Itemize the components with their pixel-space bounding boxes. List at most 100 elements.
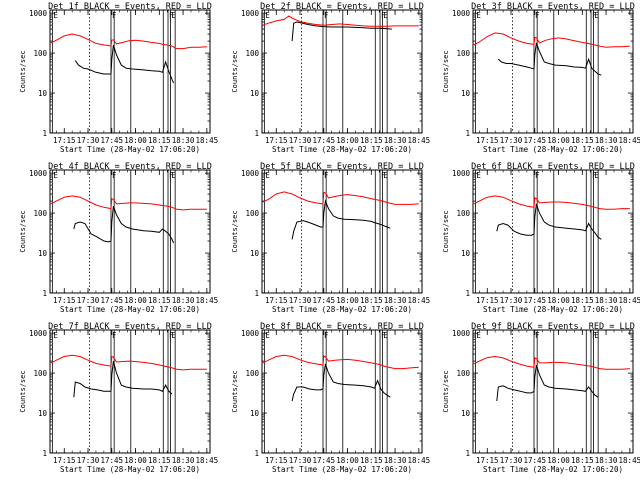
flag-label: E (383, 11, 388, 20)
y-axis-title: Counts/sec (231, 210, 239, 252)
plot-frame (49, 169, 211, 294)
plot-frame (261, 329, 423, 454)
y-tick-label: 10 (461, 89, 471, 98)
flag-label: F (535, 11, 540, 20)
x-tick-label: 17:45 (100, 456, 123, 465)
x-tick-label: 18:30 (384, 456, 407, 465)
events-series-line (291, 199, 391, 240)
x-tick-label: 18:00 (124, 296, 147, 305)
y-tick-label: 10 (38, 89, 48, 98)
flag-label: E (594, 171, 599, 180)
y-tick-label: 100 (456, 369, 470, 378)
x-axis-title: Start Time (28-May-02 17:06:20) (272, 305, 412, 314)
flag-label: E (476, 331, 481, 340)
plot-frame (472, 329, 634, 454)
y-tick-label: 1000 (452, 329, 471, 338)
flag-label: F (535, 331, 540, 340)
x-tick-label: 17:30 (77, 136, 100, 145)
lld-series-line (473, 32, 630, 48)
plot-frame (261, 9, 423, 134)
y-tick-label: 10 (250, 409, 260, 418)
y-axis-title: Counts/sec (442, 50, 450, 92)
flag-label: E (476, 11, 481, 20)
events-series-line (73, 205, 175, 244)
x-axis-title: Start Time (28-May-02 17:06:20) (483, 465, 623, 474)
y-tick-label: 10 (250, 249, 260, 258)
flag-label: E (265, 331, 270, 340)
events-series-line (496, 203, 602, 240)
x-tick-label: 18:15 (360, 456, 383, 465)
flag-label: E (265, 11, 270, 20)
y-tick-label: 100 (245, 209, 259, 218)
x-tick-label: 17:30 (500, 296, 523, 305)
y-tick-label: 1 (465, 449, 470, 458)
flag-label: F (112, 11, 117, 20)
lld-series-line (473, 355, 630, 370)
events-series-line (291, 21, 392, 42)
flag-label: F (592, 331, 597, 340)
y-tick-label: 1000 (241, 329, 260, 338)
x-tick-label: 17:45 (523, 296, 546, 305)
lld-series-line (50, 33, 207, 50)
flag-label: E (53, 331, 58, 340)
panel-title: Det 6f BLACK = Events, RED = LLD (471, 162, 635, 172)
x-axis-title: Start Time (28-May-02 17:06:20) (60, 145, 200, 154)
panel-det-1: Det 1f BLACK = Events, RED = LLD 1 10 100 10… (19, 2, 218, 154)
x-tick-label: 18:00 (124, 456, 147, 465)
flag-label: F (112, 171, 117, 180)
flag-label: E (171, 11, 176, 20)
plot-frame (49, 329, 211, 454)
y-tick-label: 10 (38, 409, 48, 418)
y-tick-label: 100 (245, 369, 259, 378)
y-tick-label: 1 (42, 289, 47, 298)
panel-title: Det 2f BLACK = Events, RED = LLD (260, 2, 424, 12)
flag-label: F (381, 331, 386, 340)
y-tick-label: 1000 (241, 9, 260, 18)
panel-title: Det 9f BLACK = Events, RED = LLD (471, 322, 635, 332)
flag-label: E (171, 171, 176, 180)
x-tick-label: 18:45 (619, 136, 640, 145)
x-tick-label: 17:30 (77, 456, 100, 465)
x-tick-label: 17:15 (265, 296, 288, 305)
y-axis-title: Counts/sec (442, 210, 450, 252)
y-tick-label: 1000 (29, 169, 48, 178)
x-axis-title: Start Time (28-May-02 17:06:20) (272, 145, 412, 154)
panel-title: Det 8f BLACK = Events, RED = LLD (260, 322, 424, 332)
y-tick-label: 100 (33, 369, 47, 378)
flag-label: E (594, 331, 599, 340)
x-tick-label: 17:15 (53, 296, 76, 305)
flag-label: F (381, 171, 386, 180)
x-tick-label: 17:45 (100, 136, 123, 145)
x-tick-label: 18:45 (619, 296, 640, 305)
flag-label: E (171, 331, 176, 340)
x-tick-label: 17:30 (500, 456, 523, 465)
panel-title: Det 4f BLACK = Events, RED = LLD (48, 162, 212, 172)
y-tick-label: 100 (456, 49, 470, 58)
plot-frame (49, 9, 211, 134)
panel-det-5: Det 5f BLACK = Events, RED = LLD 1 10 100 10… (231, 162, 430, 314)
x-axis-title: Start Time (28-May-02 17:06:20) (60, 465, 200, 474)
panel-title: Det 3f BLACK = Events, RED = LLD (471, 2, 635, 12)
panel-title: Det 5f BLACK = Events, RED = LLD (260, 162, 424, 172)
lld-series-line (262, 15, 419, 27)
plot-frame (472, 9, 634, 134)
y-tick-label: 100 (33, 209, 47, 218)
x-tick-label: 17:15 (265, 136, 288, 145)
y-tick-label: 10 (38, 249, 48, 258)
x-tick-label: 17:30 (289, 456, 312, 465)
x-tick-label: 17:15 (53, 136, 76, 145)
panel-det-9: Det 9f BLACK = Events, RED = LLD 1 10 100 10… (442, 322, 640, 474)
panel-det-4: Det 4f BLACK = Events, RED = LLD 1 10 100 10… (19, 162, 218, 314)
x-axis-title: Start Time (28-May-02 17:06:20) (272, 465, 412, 474)
x-tick-label: 17:45 (100, 296, 123, 305)
x-tick-label: 17:30 (500, 136, 523, 145)
plot-frame (261, 169, 423, 294)
x-tick-label: 18:30 (172, 456, 195, 465)
x-tick-label: 18:15 (148, 136, 171, 145)
x-tick-label: 18:45 (619, 456, 640, 465)
y-tick-label: 1 (254, 449, 259, 458)
events-series-line (497, 42, 602, 76)
flag-label: E (53, 11, 58, 20)
flag-label: E (383, 331, 388, 340)
y-axis-title: Counts/sec (19, 50, 27, 92)
